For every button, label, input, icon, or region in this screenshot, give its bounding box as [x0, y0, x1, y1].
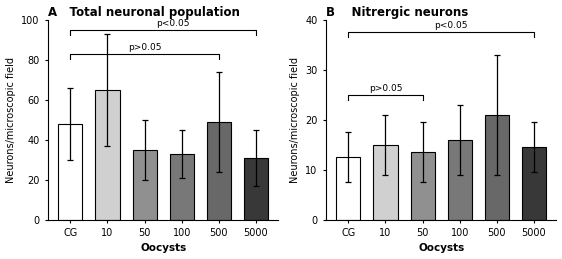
Text: p<0.05: p<0.05 — [156, 19, 189, 28]
Text: p>0.05: p>0.05 — [369, 84, 402, 93]
Text: p>0.05: p>0.05 — [128, 43, 161, 52]
Bar — [170, 154, 194, 220]
Y-axis label: Neurons/microscopic field: Neurons/microscopic field — [6, 57, 16, 183]
Text: B    Nitrergic neurons: B Nitrergic neurons — [326, 5, 468, 19]
Text: A   Total neuronal population: A Total neuronal population — [48, 5, 240, 19]
Bar — [96, 90, 120, 220]
Bar — [58, 124, 83, 220]
Bar — [410, 152, 434, 220]
Bar — [207, 122, 231, 220]
Text: p<0.05: p<0.05 — [434, 21, 467, 30]
Bar — [522, 147, 546, 220]
Y-axis label: Neurons/microscopic field: Neurons/microscopic field — [289, 57, 300, 183]
Bar — [133, 150, 157, 220]
Bar — [485, 115, 509, 220]
Bar — [244, 158, 268, 220]
X-axis label: Oocysts: Oocysts — [418, 243, 464, 254]
Bar — [336, 157, 360, 220]
Bar — [447, 140, 472, 220]
Bar — [373, 145, 397, 220]
X-axis label: Oocysts: Oocysts — [140, 243, 186, 254]
